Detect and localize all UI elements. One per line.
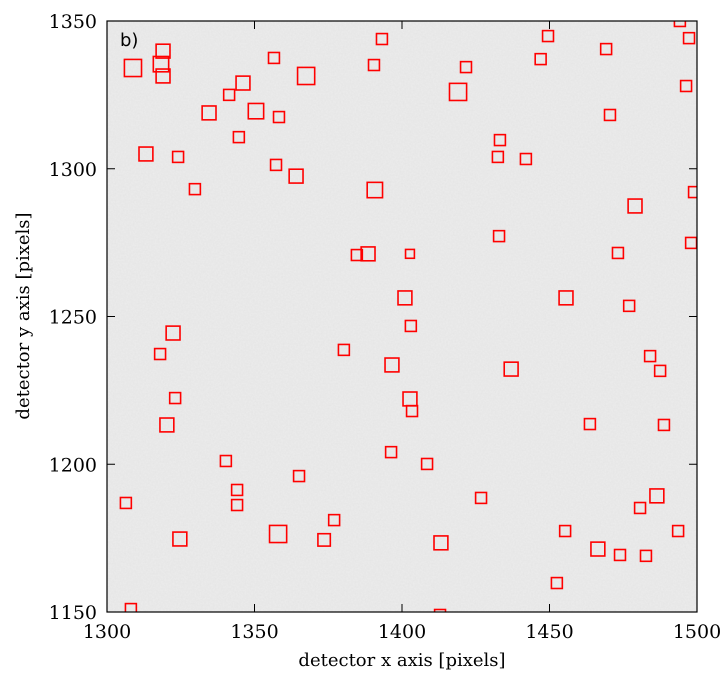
source-box: [673, 21, 687, 28]
source-box: [643, 349, 657, 363]
source-box: [493, 133, 507, 147]
source-box: [448, 82, 468, 102]
y-tick-label: 1300: [49, 159, 97, 181]
source-box: [138, 146, 154, 162]
markers: [119, 21, 697, 612]
source-box: [152, 55, 170, 73]
source-box: [627, 198, 643, 214]
source-box: [366, 181, 384, 199]
source-box: [603, 108, 617, 122]
source-box: [367, 58, 381, 72]
source-box: [474, 491, 488, 505]
source-box: [558, 290, 574, 306]
source-box: [420, 457, 434, 471]
y-tick-label: 1250: [49, 307, 97, 329]
source-box: [653, 364, 667, 378]
source-box: [541, 29, 555, 43]
x-tick-label: 1500: [673, 621, 721, 643]
source-box: [633, 501, 647, 515]
source-box: [201, 105, 217, 121]
source-box: [268, 524, 288, 544]
source-box: [232, 130, 246, 144]
source-box: [375, 32, 389, 46]
source-box: [649, 488, 665, 504]
source-box: [327, 513, 341, 527]
source-box: [350, 248, 364, 262]
source-box: [682, 31, 696, 45]
source-box: [671, 524, 685, 538]
source-box: [296, 66, 316, 86]
source-box: [534, 52, 547, 66]
source-box: [491, 150, 505, 164]
source-box: [404, 319, 418, 333]
source-box: [155, 43, 171, 59]
source-box: [267, 51, 281, 65]
source-box: [153, 347, 167, 361]
x-tick-label: 1400: [378, 621, 426, 643]
source-box: [123, 58, 143, 78]
source-box: [679, 79, 693, 93]
source-box: [622, 299, 636, 313]
x-axis-label: detector x axis [pixels]: [298, 650, 505, 671]
source-box: [235, 75, 251, 91]
source-box: [269, 158, 283, 172]
source-box: [230, 498, 244, 512]
x-tick-label: 1450: [525, 621, 573, 643]
source-box: [397, 290, 413, 306]
source-box: [222, 88, 236, 102]
source-box: [590, 541, 606, 557]
source-box: [459, 60, 473, 74]
source-box: [519, 152, 533, 166]
y-tick-label: 1200: [49, 454, 97, 476]
source-box: [611, 246, 625, 260]
source-box: [230, 483, 244, 497]
source-box: [433, 535, 449, 551]
source-box: [687, 185, 697, 199]
y-tick-label: 1150: [49, 602, 97, 624]
y-tick-label: 1350: [49, 11, 97, 33]
source-box: [168, 391, 182, 405]
source-box: [503, 361, 519, 377]
source-box: [337, 343, 351, 357]
source-box: [384, 445, 398, 459]
source-box: [317, 532, 332, 547]
annotation: b): [120, 30, 138, 51]
source-box: [159, 417, 175, 433]
source-box: [404, 248, 416, 260]
source-box: [550, 576, 564, 590]
source-box: [657, 418, 671, 432]
source-box: [433, 608, 447, 612]
source-box: [124, 602, 138, 612]
source-box: [171, 150, 185, 164]
source-box: [292, 469, 306, 483]
x-tick-label: 1300: [83, 621, 131, 643]
source-box: [492, 229, 506, 243]
source-box: [405, 404, 419, 418]
source-box: [247, 102, 265, 120]
source-box: [188, 182, 202, 196]
source-box: [384, 357, 400, 373]
source-box: [219, 454, 233, 468]
source-box: [288, 168, 304, 184]
source-box: [360, 246, 376, 262]
x-tick-label: 1350: [230, 621, 278, 643]
source-box: [119, 496, 133, 510]
source-box: [155, 68, 171, 84]
y-axis-label: detector y axis [pixels]: [13, 212, 34, 419]
source-box: [613, 548, 627, 562]
source-box: [172, 531, 188, 547]
source-box: [639, 549, 653, 563]
source-box: [599, 42, 613, 56]
source-box: [558, 524, 572, 538]
source-box: [165, 325, 181, 341]
source-box: [272, 110, 286, 124]
source-box: [583, 417, 597, 431]
